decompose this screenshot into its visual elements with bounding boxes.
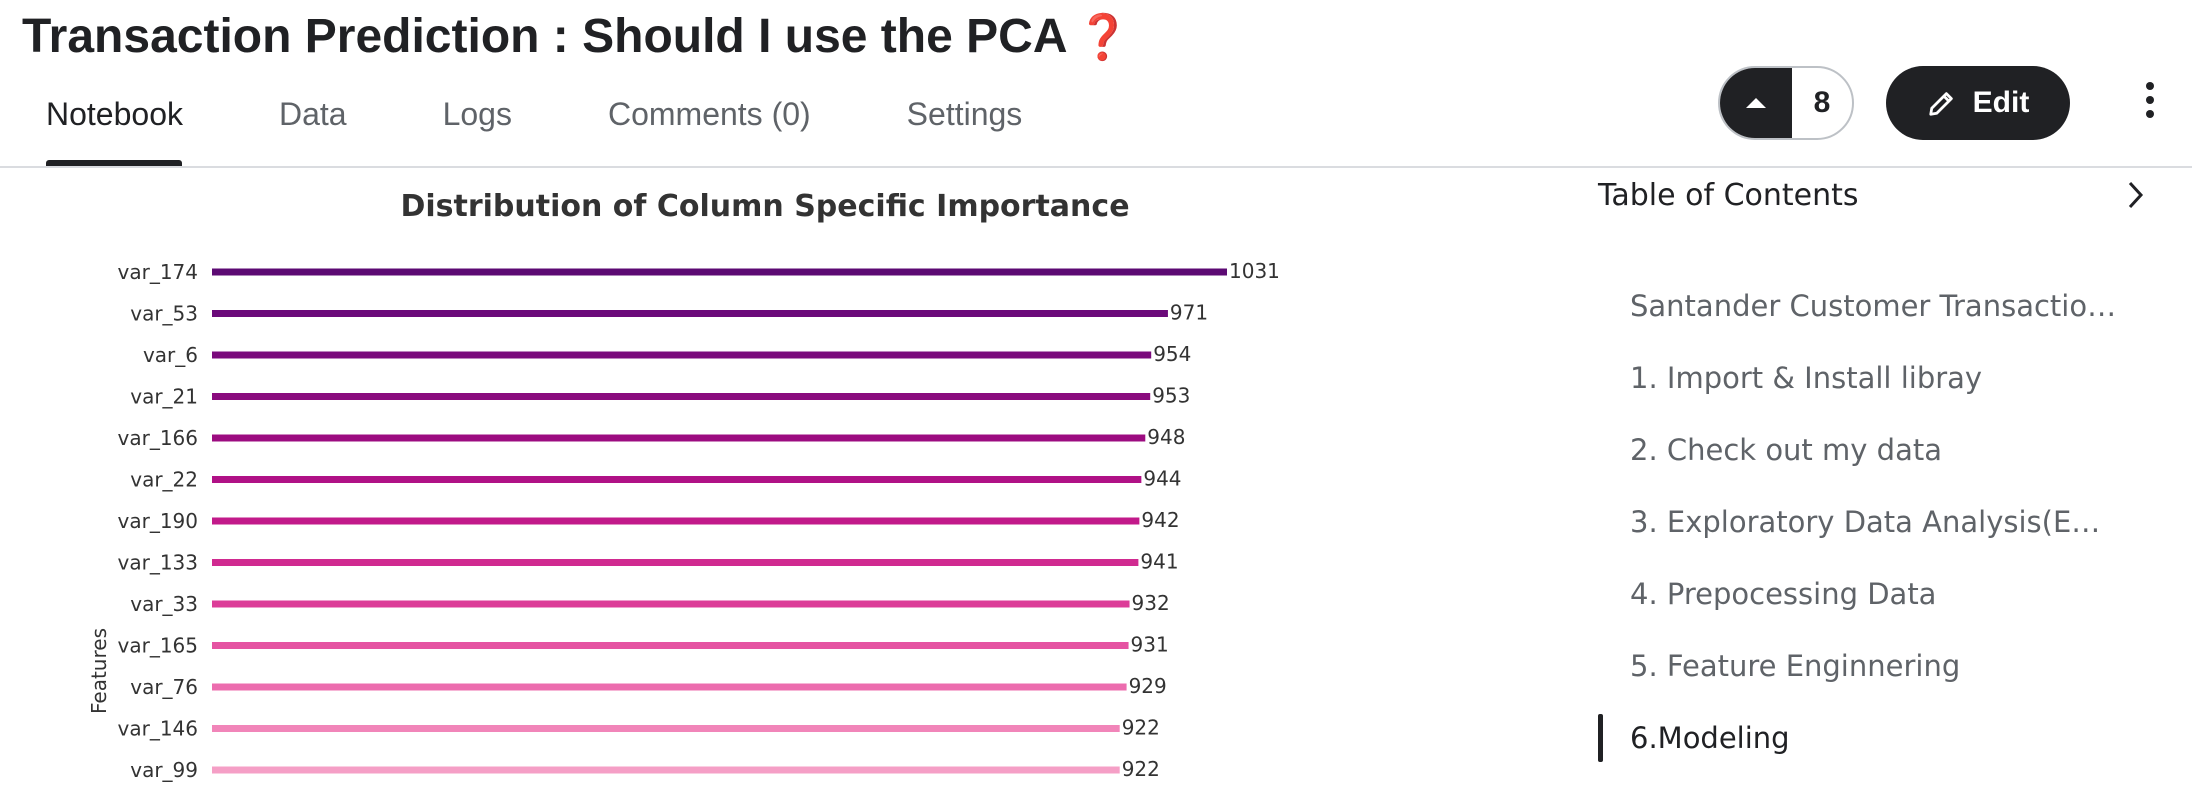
kebab-menu-icon[interactable] [2136, 78, 2164, 128]
bar [212, 434, 1146, 442]
y-tick-label: var_53 [130, 302, 198, 326]
data-label: 953 [1152, 384, 1190, 408]
y-tick-label: var_22 [130, 468, 198, 492]
bar [212, 476, 1142, 483]
toc-item-import[interactable]: 1. Import & Install libray [1630, 361, 1983, 395]
bar [212, 559, 1139, 566]
y-tick-label: var_133 [118, 551, 199, 575]
y-tick-label: var_146 [118, 717, 199, 741]
bar [212, 766, 1120, 774]
chart-output: Distribution of Column Specific Importan… [0, 168, 1560, 792]
bar [212, 600, 1130, 608]
data-label: 948 [1147, 425, 1185, 449]
bar [212, 725, 1120, 732]
toc-title: Table of Contents [1598, 178, 1859, 213]
y-tick-label: var_76 [130, 675, 198, 699]
importance-bar-chart: Distribution of Column Specific Importan… [87, 189, 1280, 782]
y-tick-label: var_174 [118, 260, 199, 284]
y-tick-label: var_33 [130, 592, 198, 616]
data-label: 1031 [1229, 259, 1280, 283]
chart-y-axis-label: Features [87, 628, 111, 714]
toc-item-preprocessing[interactable]: 4. Prepocessing Data [1630, 577, 1937, 611]
question-mark-icon: ❓ [1075, 13, 1131, 62]
y-tick-label: var_6 [143, 343, 198, 367]
tab-data[interactable]: Data [278, 96, 347, 132]
toc-item-intro[interactable]: Santander Customer Transaction... [1630, 289, 2118, 323]
y-tick-label: var_165 [118, 634, 199, 658]
y-tick-label: var_166 [118, 426, 199, 450]
pencil-icon [1929, 92, 1953, 116]
edit-label: Edit [1972, 86, 2030, 119]
data-label: 922 [1122, 757, 1160, 781]
y-tick-label: var_190 [118, 509, 199, 533]
data-label: 944 [1143, 467, 1181, 491]
toc-item-modeling[interactable]: 6.Modeling [1598, 702, 2118, 774]
notebook-tabs: Notebook Data Logs Comments (0) Settings [22, 90, 1094, 166]
edit-button[interactable]: Edit [1886, 66, 2070, 140]
bar [212, 683, 1127, 691]
bar [212, 393, 1151, 400]
data-label: 941 [1140, 550, 1178, 574]
chevron-right-icon[interactable] [2120, 178, 2150, 212]
data-label: 954 [1153, 342, 1191, 366]
bar [212, 268, 1227, 276]
notebook-title-text: Transaction Prediction : Should I use th… [22, 10, 1068, 63]
toc-item-feature-engineering[interactable]: 5. Feature Enginnering [1630, 649, 1961, 683]
tab-logs[interactable]: Logs [442, 96, 512, 132]
upvote-widget: 8 [1718, 66, 1854, 140]
triangle-up-icon [1746, 98, 1766, 108]
data-label: 942 [1141, 508, 1179, 532]
vote-count: 8 [1813, 86, 1831, 119]
tab-settings[interactable]: Settings [906, 96, 1023, 132]
toc-item-eda[interactable]: 3. Exploratory Data Analysis(EDA... [1630, 505, 2118, 539]
upvote-button[interactable] [1720, 68, 1792, 138]
data-label: 931 [1131, 633, 1169, 657]
bar [212, 517, 1140, 525]
data-label: 971 [1170, 301, 1208, 325]
toc-item-check-data[interactable]: 2. Check out my data [1630, 433, 1942, 467]
data-label: 929 [1129, 674, 1167, 698]
bar [212, 351, 1152, 359]
bar [212, 642, 1129, 649]
y-tick-label: var_99 [130, 758, 198, 782]
bar [212, 310, 1168, 317]
notebook-title: Transaction Prediction : Should I use th… [22, 8, 1130, 67]
data-label: 922 [1122, 716, 1160, 740]
toc-list: Santander Customer Transaction... 1. Imp… [1598, 270, 2118, 774]
tab-notebook[interactable]: Notebook [22, 90, 207, 166]
tab-comments[interactable]: Comments (0) [607, 96, 811, 132]
data-label: 932 [1132, 591, 1170, 615]
y-tick-label: var_21 [130, 385, 198, 409]
chart-title: Distribution of Column Specific Importan… [400, 189, 1129, 224]
header-divider [0, 166, 2192, 168]
